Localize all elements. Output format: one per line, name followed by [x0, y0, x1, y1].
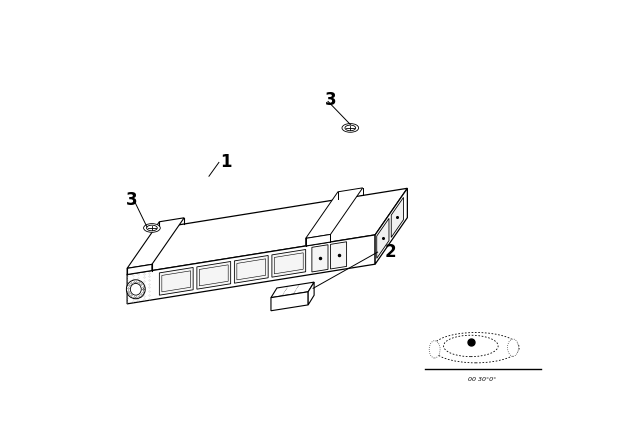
Polygon shape: [312, 245, 328, 272]
Polygon shape: [271, 282, 314, 297]
Polygon shape: [199, 265, 228, 286]
Polygon shape: [272, 250, 306, 277]
Ellipse shape: [433, 332, 519, 363]
Ellipse shape: [444, 335, 498, 357]
Polygon shape: [271, 292, 308, 311]
Polygon shape: [306, 188, 363, 238]
Polygon shape: [375, 188, 407, 264]
Polygon shape: [330, 242, 347, 269]
Polygon shape: [377, 218, 389, 258]
Polygon shape: [234, 255, 268, 283]
Polygon shape: [162, 271, 191, 292]
Polygon shape: [127, 235, 375, 304]
Polygon shape: [306, 234, 330, 246]
Polygon shape: [159, 267, 193, 295]
Ellipse shape: [429, 341, 440, 358]
Ellipse shape: [345, 125, 356, 131]
Text: 3: 3: [126, 191, 138, 209]
Ellipse shape: [342, 124, 358, 132]
Ellipse shape: [131, 284, 141, 295]
Polygon shape: [127, 188, 407, 275]
Polygon shape: [391, 198, 403, 237]
Text: 2: 2: [384, 243, 396, 261]
Text: 3: 3: [324, 91, 336, 109]
Ellipse shape: [126, 280, 145, 299]
Polygon shape: [127, 264, 152, 275]
Polygon shape: [308, 282, 314, 305]
Text: 00 30°0°: 00 30°0°: [468, 377, 496, 382]
Polygon shape: [197, 262, 230, 289]
Ellipse shape: [143, 224, 160, 233]
Ellipse shape: [508, 339, 518, 356]
Polygon shape: [275, 253, 303, 274]
Ellipse shape: [147, 225, 157, 231]
Text: 1: 1: [221, 153, 232, 172]
Polygon shape: [127, 218, 184, 268]
Polygon shape: [237, 259, 266, 280]
